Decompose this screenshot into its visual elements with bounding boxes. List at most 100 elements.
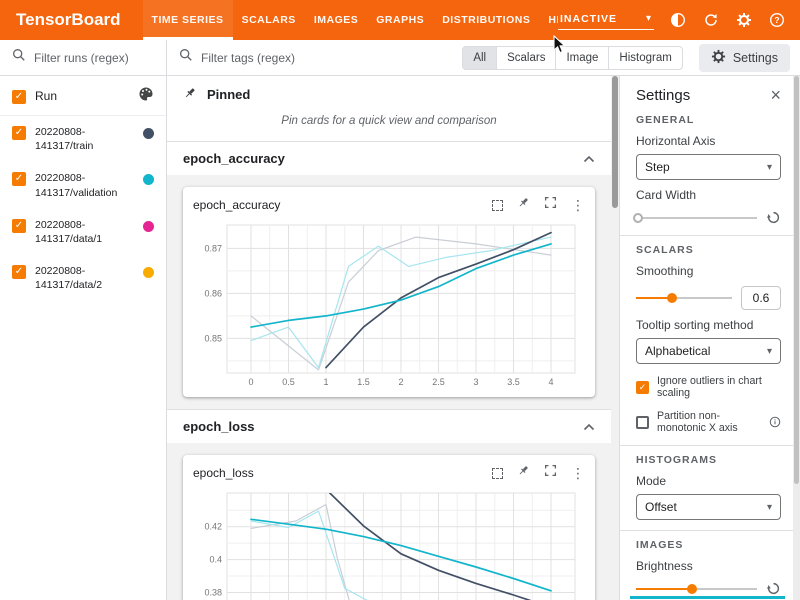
run-color-dot[interactable] [143,174,154,185]
ignore-outliers-checkbox[interactable] [636,381,649,394]
card-width-slider[interactable] [636,212,757,224]
run-row-data-2: 20220808-141317/data/2 [0,255,166,301]
run-checkbox[interactable] [12,126,26,140]
card-title: epoch_loss [193,466,254,480]
svg-text:3.5: 3.5 [507,377,520,387]
tab-distributions[interactable]: DISTRIBUTIONS [433,0,539,40]
section-header-epoch-accuracy[interactable]: epoch_accuracy [167,142,611,175]
svg-text:3: 3 [473,377,478,387]
fullscreen-icon[interactable] [544,196,557,214]
chip-image[interactable]: Image [555,46,609,70]
refresh-icon[interactable] [702,11,720,29]
topbar-actions: INACTIVE ▾ ? [558,11,786,30]
tab-scalars[interactable]: SCALARS [233,0,305,40]
runs-header-label: Run [35,88,129,104]
settings-button-label: Settings [733,51,778,65]
svg-text:0.85: 0.85 [204,333,222,343]
settings-panel: Settings × GENERAL Horizontal Axis Step … [619,76,793,600]
chip-scalars[interactable]: Scalars [496,46,556,70]
pinned-section-header: Pinned [167,76,611,111]
help-icon[interactable]: ? [768,11,786,29]
horizontal-axis-select[interactable]: Step ▾ [636,154,781,180]
close-icon[interactable]: × [770,86,781,104]
tag-type-filter-group: All Scalars Image Histogram [462,46,683,70]
chip-histogram[interactable]: Histogram [608,46,682,70]
fit-domain-icon[interactable] [492,468,503,479]
reload-status-dropdown[interactable]: INACTIVE ▾ [558,11,654,30]
reset-icon[interactable] [766,581,781,596]
settings-scrollbar[interactable] [793,76,800,600]
runs-header-row: Run [0,76,166,116]
partition-x-checkbox[interactable] [636,416,649,429]
gear-icon[interactable] [735,11,753,29]
smoothing-slider[interactable] [636,292,732,304]
runs-filter [0,40,166,76]
info-icon[interactable] [769,416,781,428]
run-row-data-1: 20220808-141317/data/1 [0,209,166,255]
smoothing-value-input[interactable]: 0.6 [741,286,781,310]
slider-thumb[interactable] [687,584,697,594]
more-options-icon[interactable]: ⋮ [571,198,585,212]
runs-filter-input[interactable] [34,51,154,65]
fullscreen-icon[interactable] [544,464,557,482]
histogram-mode-select[interactable]: Offset ▾ [636,494,781,520]
tab-graphs[interactable]: GRAPHS [367,0,433,40]
palette-icon[interactable] [138,86,154,107]
tab-histograms[interactable]: HISTOGRAMS [539,0,558,40]
fit-domain-icon[interactable] [492,200,503,211]
main-scrollbar[interactable] [611,76,619,600]
settings-panel-title: Settings [636,87,690,104]
chevron-up-icon[interactable] [583,151,595,166]
pin-icon [183,86,197,103]
svg-text:0.5: 0.5 [282,377,295,387]
run-label: 20220808-141317/train [35,125,134,153]
tab-time-series[interactable]: TIME SERIES [143,0,233,40]
ignore-outliers-label: Ignore outliers in chart scaling [657,375,781,399]
chevron-up-icon[interactable] [583,419,595,434]
run-checkbox[interactable] [12,265,26,279]
run-checkbox[interactable] [12,172,26,186]
svg-text:4: 4 [548,377,553,387]
epoch-accuracy-chart[interactable]: 00.511.522.533.540.850.860.87 [193,219,585,389]
divider [620,445,793,446]
general-section-header: GENERAL [636,114,781,126]
tab-images[interactable]: IMAGES [305,0,367,40]
section-body-epoch-loss: epoch_loss ⋮ [167,443,611,600]
scrollbar-thumb[interactable] [794,76,799,484]
scalar-card-epoch-loss: epoch_loss ⋮ [183,455,595,600]
tooltip-sorting-select[interactable]: Alphabetical ▾ [636,338,781,364]
run-label: 20220808-141317/validation [35,171,134,199]
slider-thumb[interactable] [633,213,643,223]
section-header-epoch-loss[interactable]: epoch_loss [167,410,611,443]
svg-text:2.5: 2.5 [432,377,445,387]
run-row-validation: 20220808-141317/validation [0,162,166,208]
scalars-section-header: SCALARS [636,244,781,256]
brightness-slider[interactable] [636,583,757,595]
smoothing-label: Smoothing [636,264,781,278]
divider [620,235,793,236]
pin-icon[interactable] [517,196,530,214]
run-color-dot[interactable] [143,128,154,139]
tag-filter-toolbar: All Scalars Image Histogram Settings [167,40,800,76]
run-color-dot[interactable] [143,221,154,232]
ignore-outliers-row: Ignore outliers in chart scaling [636,375,781,399]
section-body-epoch-accuracy: epoch_accuracy ⋮ [167,175,611,410]
pin-icon[interactable] [517,464,530,482]
tag-filter-input[interactable] [201,51,454,65]
cards-area: Pinned Pin cards for a quick view and co… [167,76,611,600]
invert-colors-icon[interactable] [669,11,687,29]
chip-all[interactable]: All [462,46,497,70]
top-bar: TensorBoard TIME SERIES SCALARS IMAGES G… [0,0,800,40]
select-all-runs-checkbox[interactable] [12,90,26,104]
card-header: epoch_accuracy ⋮ [193,191,585,219]
run-checkbox[interactable] [12,219,26,233]
run-color-dot[interactable] [143,267,154,278]
more-options-icon[interactable]: ⋮ [571,466,585,480]
settings-button[interactable]: Settings [699,44,790,72]
scrollbar-thumb[interactable] [612,76,618,208]
histograms-section-header: HISTOGRAMS [636,454,781,466]
reset-icon[interactable] [766,210,781,225]
slider-thumb[interactable] [667,293,677,303]
epoch-loss-chart[interactable]: 00.511.522.533.540.420.40.380.36 [193,487,585,600]
svg-text:0.86: 0.86 [204,288,222,298]
